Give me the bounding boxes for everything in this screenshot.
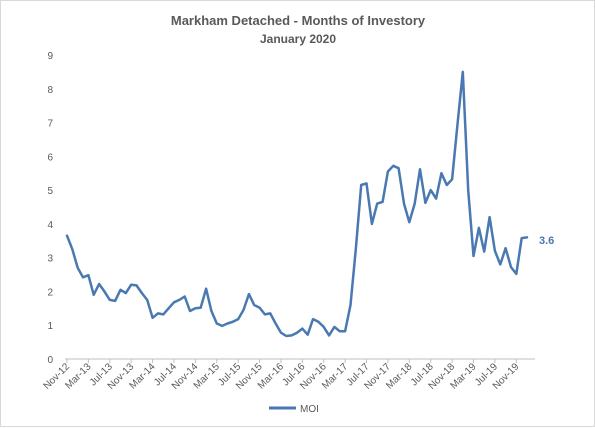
y-tick-label: 0 bbox=[47, 355, 53, 366]
y-tick-label: 7 bbox=[47, 119, 53, 130]
last-value-label: 3.6 bbox=[539, 235, 554, 247]
y-tick-label: 8 bbox=[47, 85, 53, 96]
y-tick-label: 6 bbox=[47, 152, 53, 163]
y-tick-label: 4 bbox=[47, 220, 53, 231]
chart-title: Markham Detached - Months of Investory bbox=[171, 13, 426, 28]
y-axis-ticks: 0 1 2 3 4 5 6 7 8 9 bbox=[47, 51, 53, 366]
legend-label: MOI bbox=[300, 404, 319, 415]
y-tick-label: 9 bbox=[47, 51, 53, 62]
x-axis-ticks: Nov-12Mar-13Jul-13Nov-13Mar-14Jul-14Nov-… bbox=[42, 359, 522, 392]
y-tick-label: 2 bbox=[47, 287, 53, 298]
series-layer bbox=[65, 70, 529, 338]
chart-subtitle: January 2020 bbox=[260, 32, 336, 46]
series-line-moi bbox=[65, 70, 529, 338]
y-tick-label: 5 bbox=[47, 186, 53, 197]
y-tick-label: 1 bbox=[47, 321, 53, 332]
y-tick-label: 3 bbox=[47, 254, 53, 265]
legend: MOI bbox=[269, 404, 319, 415]
